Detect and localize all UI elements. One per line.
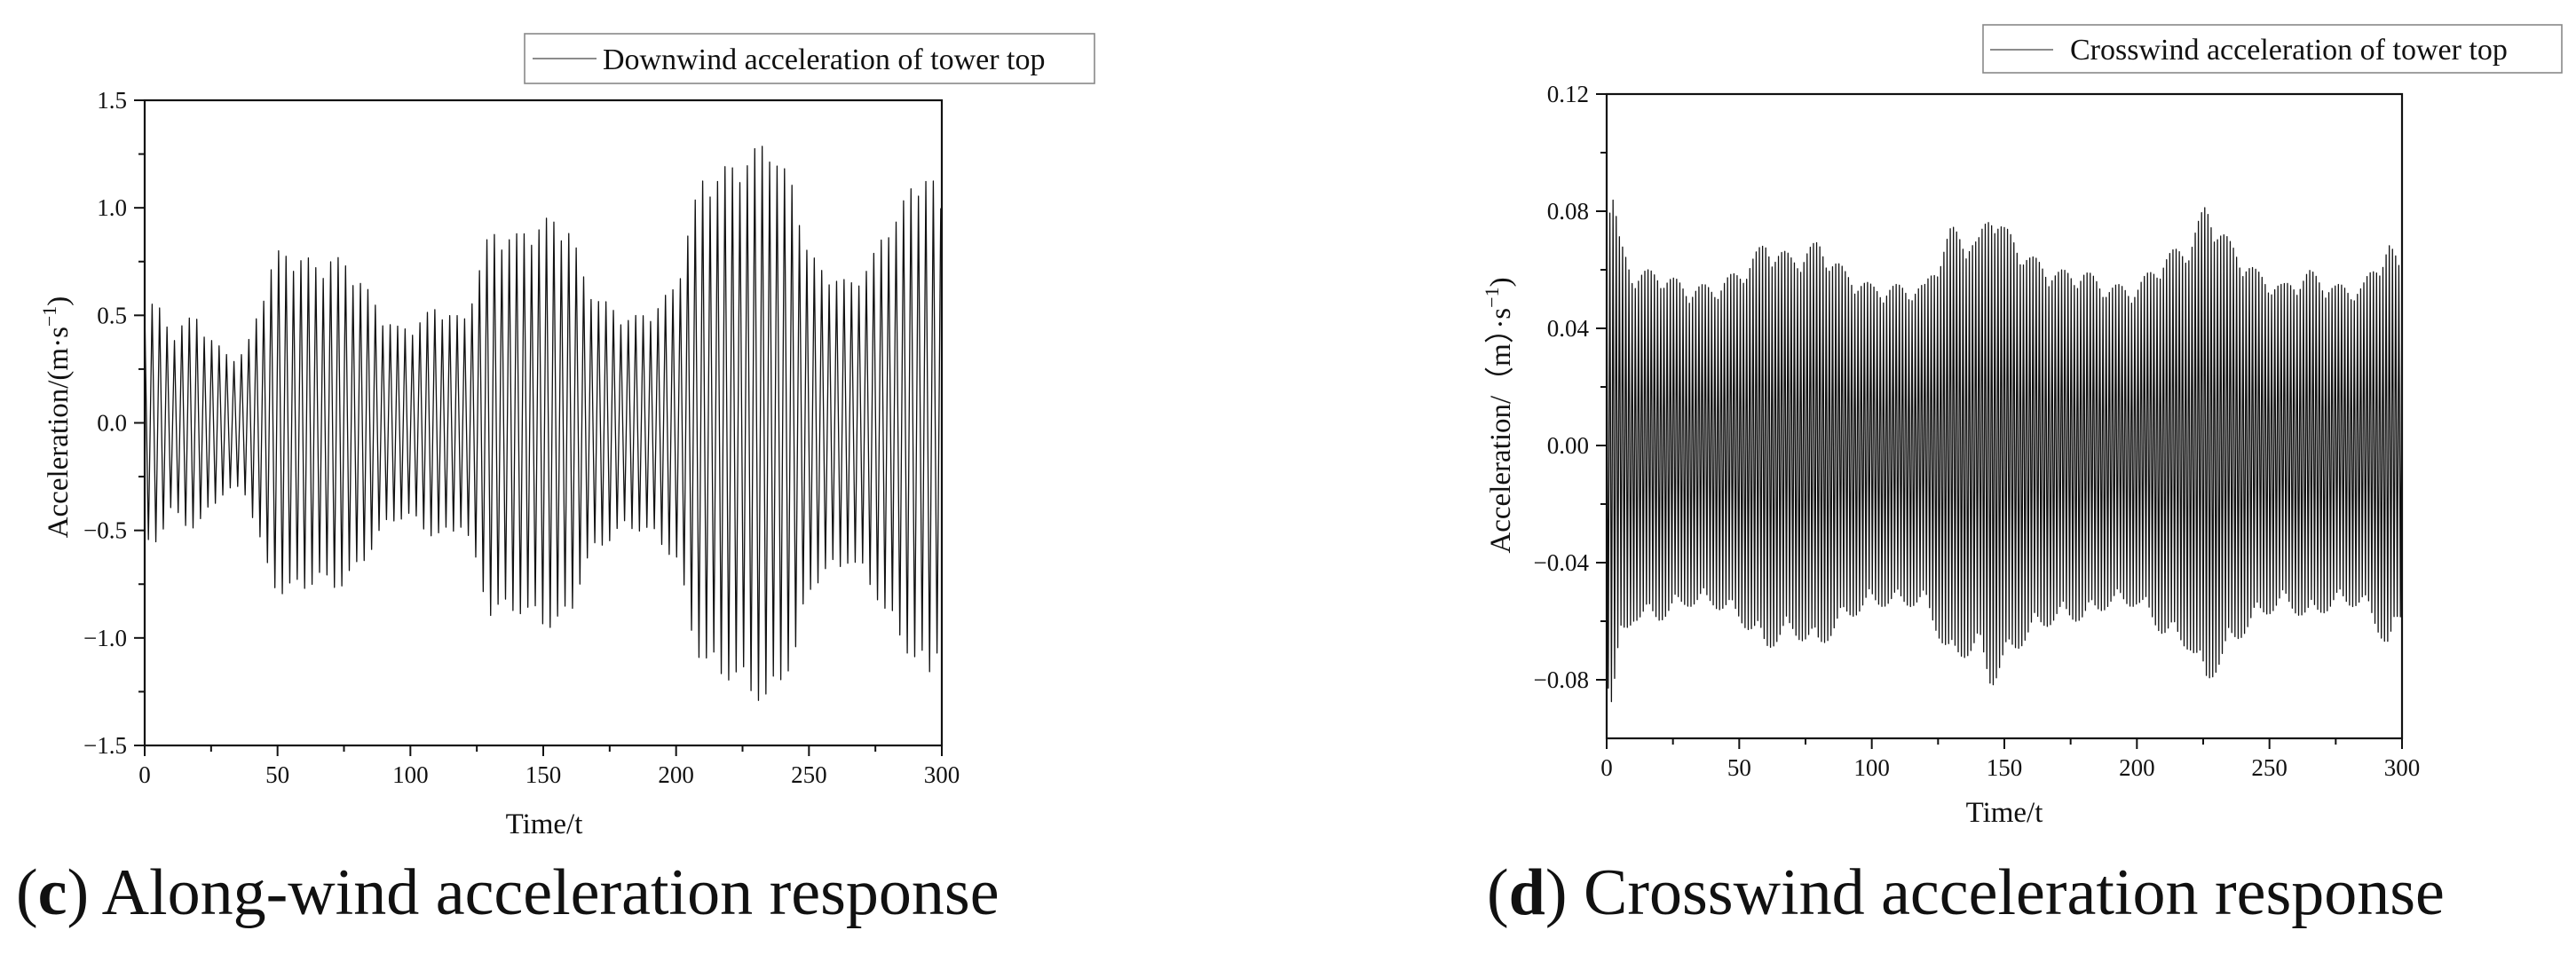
chart-c-ytick-label: −1.0 [83,625,127,651]
legend-c-label: Downwind acceleration of tower top [603,43,1046,76]
chart-d-svg: 0 50 100 150 200 250 300 −0.08 −0.04 0.00 0.04 0.08… [1481,24,2563,829]
chart-d-ylabel: Acceleration/（m）·s−1) [1481,277,1517,553]
chart-c-xtick-label: 200 [658,761,694,788]
chart-d-xtick-label: 300 [2384,754,2421,781]
legend-d-box [1982,24,2563,74]
chart-c-plot-frame [143,99,944,747]
chart-c-xtick-label: 0 [138,761,151,788]
caption-c-letter: c [37,856,67,929]
chart-d-ytick-label: 0.12 [1547,81,1589,107]
chart-d-xtick-label: 150 [1987,754,2023,781]
chart-d-ytick-label: −0.08 [1534,666,1589,693]
chart-d-ylabel-main: Acceleration/（m）·s [1485,308,1517,554]
chart-d-xtick-label: 0 [1600,754,1613,781]
chart-c-legend: Downwind acceleration of tower top [524,33,1095,84]
chart-d-ylabel-close: ) [1485,277,1517,287]
chart-d-xtick-label: 50 [1727,754,1751,781]
chart-c-xlabel: Time/t [506,808,583,840]
chart-c-ylabel-sup: −1 [38,306,60,327]
chart-c-ytick-label: 1.0 [97,194,127,221]
legend-d-label: Crosswind acceleration of tower top [2070,34,2508,67]
chart-c-ylabel-main: Acceleration/(m·s [43,327,75,538]
chart-c-xtick-label: 150 [525,761,562,788]
chart-c-ylabel-close: ) [43,296,75,306]
chart-c-ytick-label: −0.5 [83,517,127,544]
chart-d-ytick-label: 0.04 [1547,315,1590,342]
chart-c-xtick-label: 100 [392,761,429,788]
chart-c-svg: 0 50 100 150 200 250 300 −1.5 −1.0 −0.5 0.0 0.5 1.0 1… [38,33,1095,840]
chart-c-series-line [144,146,942,701]
chart-d-plot-frame [1605,92,2404,740]
chart-d-series [1606,199,2403,703]
caption-d-letter: d [1508,856,1545,929]
chart-d-xtick-label: 250 [2251,754,2288,781]
caption-c-text: Along-wind acceleration response [101,856,1000,929]
panel-d: 0 50 100 150 200 250 300 −0.08 −0.04 0.00 0.04 0.08… [1288,0,2576,954]
chart-d-xlabel: Time/t [1966,797,2043,829]
chart-c-xtick-label: 300 [924,761,960,788]
chart-c-ytick-label: −1.5 [83,732,127,759]
caption-c: (c) Along-wind acceleration response [16,856,1000,929]
chart-d-series-line [1606,199,2403,703]
caption-d: (d) Crosswind acceleration response [1487,856,2445,929]
chart-d-ticks: 0 50 100 150 200 250 300 −0.08 −0.04 0.00 0.04 0.08… [1534,81,2421,781]
chart-d-ytick-label: 0.08 [1547,198,1589,225]
panel-c: 0 50 100 150 200 250 300 −1.5 −1.0 −0.5 0.0 0.5 1.0 1… [16,33,1095,929]
chart-d-ylabel-sup: −1 [1481,287,1503,307]
chart-c-series [144,146,942,701]
chart-d-xtick-label: 100 [1853,754,1890,781]
chart-c-ytick-label: 0.5 [97,302,127,328]
chart-d-ytick-label: −0.04 [1534,549,1590,576]
legend-c-box [524,33,1095,84]
chart-c-xtick-label: 250 [791,761,827,788]
caption-d-text: Crosswind acceleration response [1583,856,2445,929]
chart-d-xtick-label: 200 [2119,754,2155,781]
chart-d-legend: Crosswind acceleration of tower top [1982,24,2563,74]
chart-d-ytick-label: 0.00 [1547,432,1589,459]
chart-c-ylabel: Acceleration/(m·s−1) [38,296,75,539]
chart-c-ticks: 0 50 100 150 200 250 300 −1.5 −1.0 −0.5 0.0 0.5 1.0 1… [83,87,960,788]
chart-c-ytick-label: 0.0 [97,410,127,437]
chart-c-ytick-label: 1.5 [97,87,127,114]
chart-c-xtick-label: 50 [265,761,289,788]
